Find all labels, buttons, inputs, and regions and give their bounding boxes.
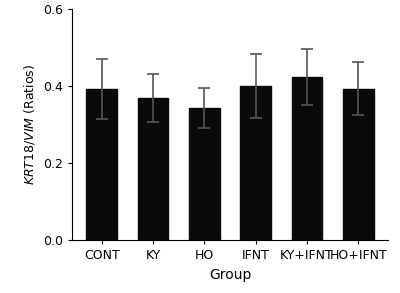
- Bar: [138, 98, 168, 240]
- Bar: [86, 89, 117, 240]
- Y-axis label: $\it{KRT18/VIM}$ (Ratios): $\it{KRT18/VIM}$ (Ratios): [22, 64, 38, 185]
- Bar: [292, 77, 322, 240]
- Bar: [240, 86, 271, 240]
- X-axis label: Group: Group: [209, 268, 251, 282]
- Bar: [343, 89, 374, 240]
- Bar: [189, 108, 220, 240]
